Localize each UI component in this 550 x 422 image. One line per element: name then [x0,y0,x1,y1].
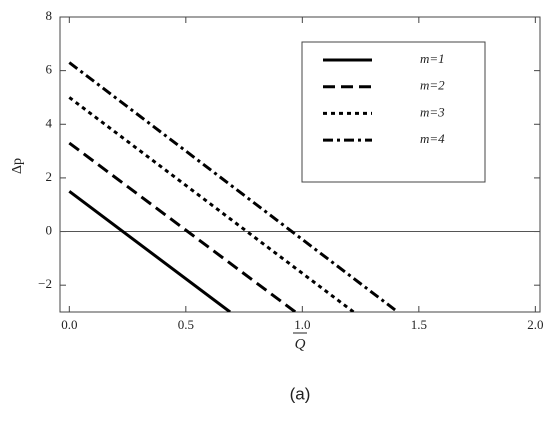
series-line [68,190,231,312]
legend-box [301,41,486,183]
legend-label: m=2 [420,78,445,93]
legend-label: m=3 [420,104,445,119]
legend-label: m=4 [420,131,445,146]
x-tick-label: 2.0 [527,317,543,332]
x-axis-label: Q [295,336,306,352]
y-tick-label: 0 [46,223,53,238]
y-tick-label: 4 [46,115,53,130]
y-tick-label: −2 [38,276,52,291]
legend-label: m=1 [420,51,445,66]
x-tick-label: 1.5 [411,317,427,332]
series-line [68,96,355,312]
caption: (a) [290,384,311,403]
y-tick-label: 2 [46,169,53,184]
x-tick-label: 1.0 [294,317,310,332]
x-tick-label: 0.0 [61,317,77,332]
x-tick-label: 0.5 [178,317,194,332]
y-tick-label: 8 [46,8,53,23]
y-axis-label: Δp [10,158,25,174]
series-line [68,141,297,312]
series-line [68,61,399,312]
plot-frame [59,16,541,313]
y-tick-label: 6 [46,62,53,77]
